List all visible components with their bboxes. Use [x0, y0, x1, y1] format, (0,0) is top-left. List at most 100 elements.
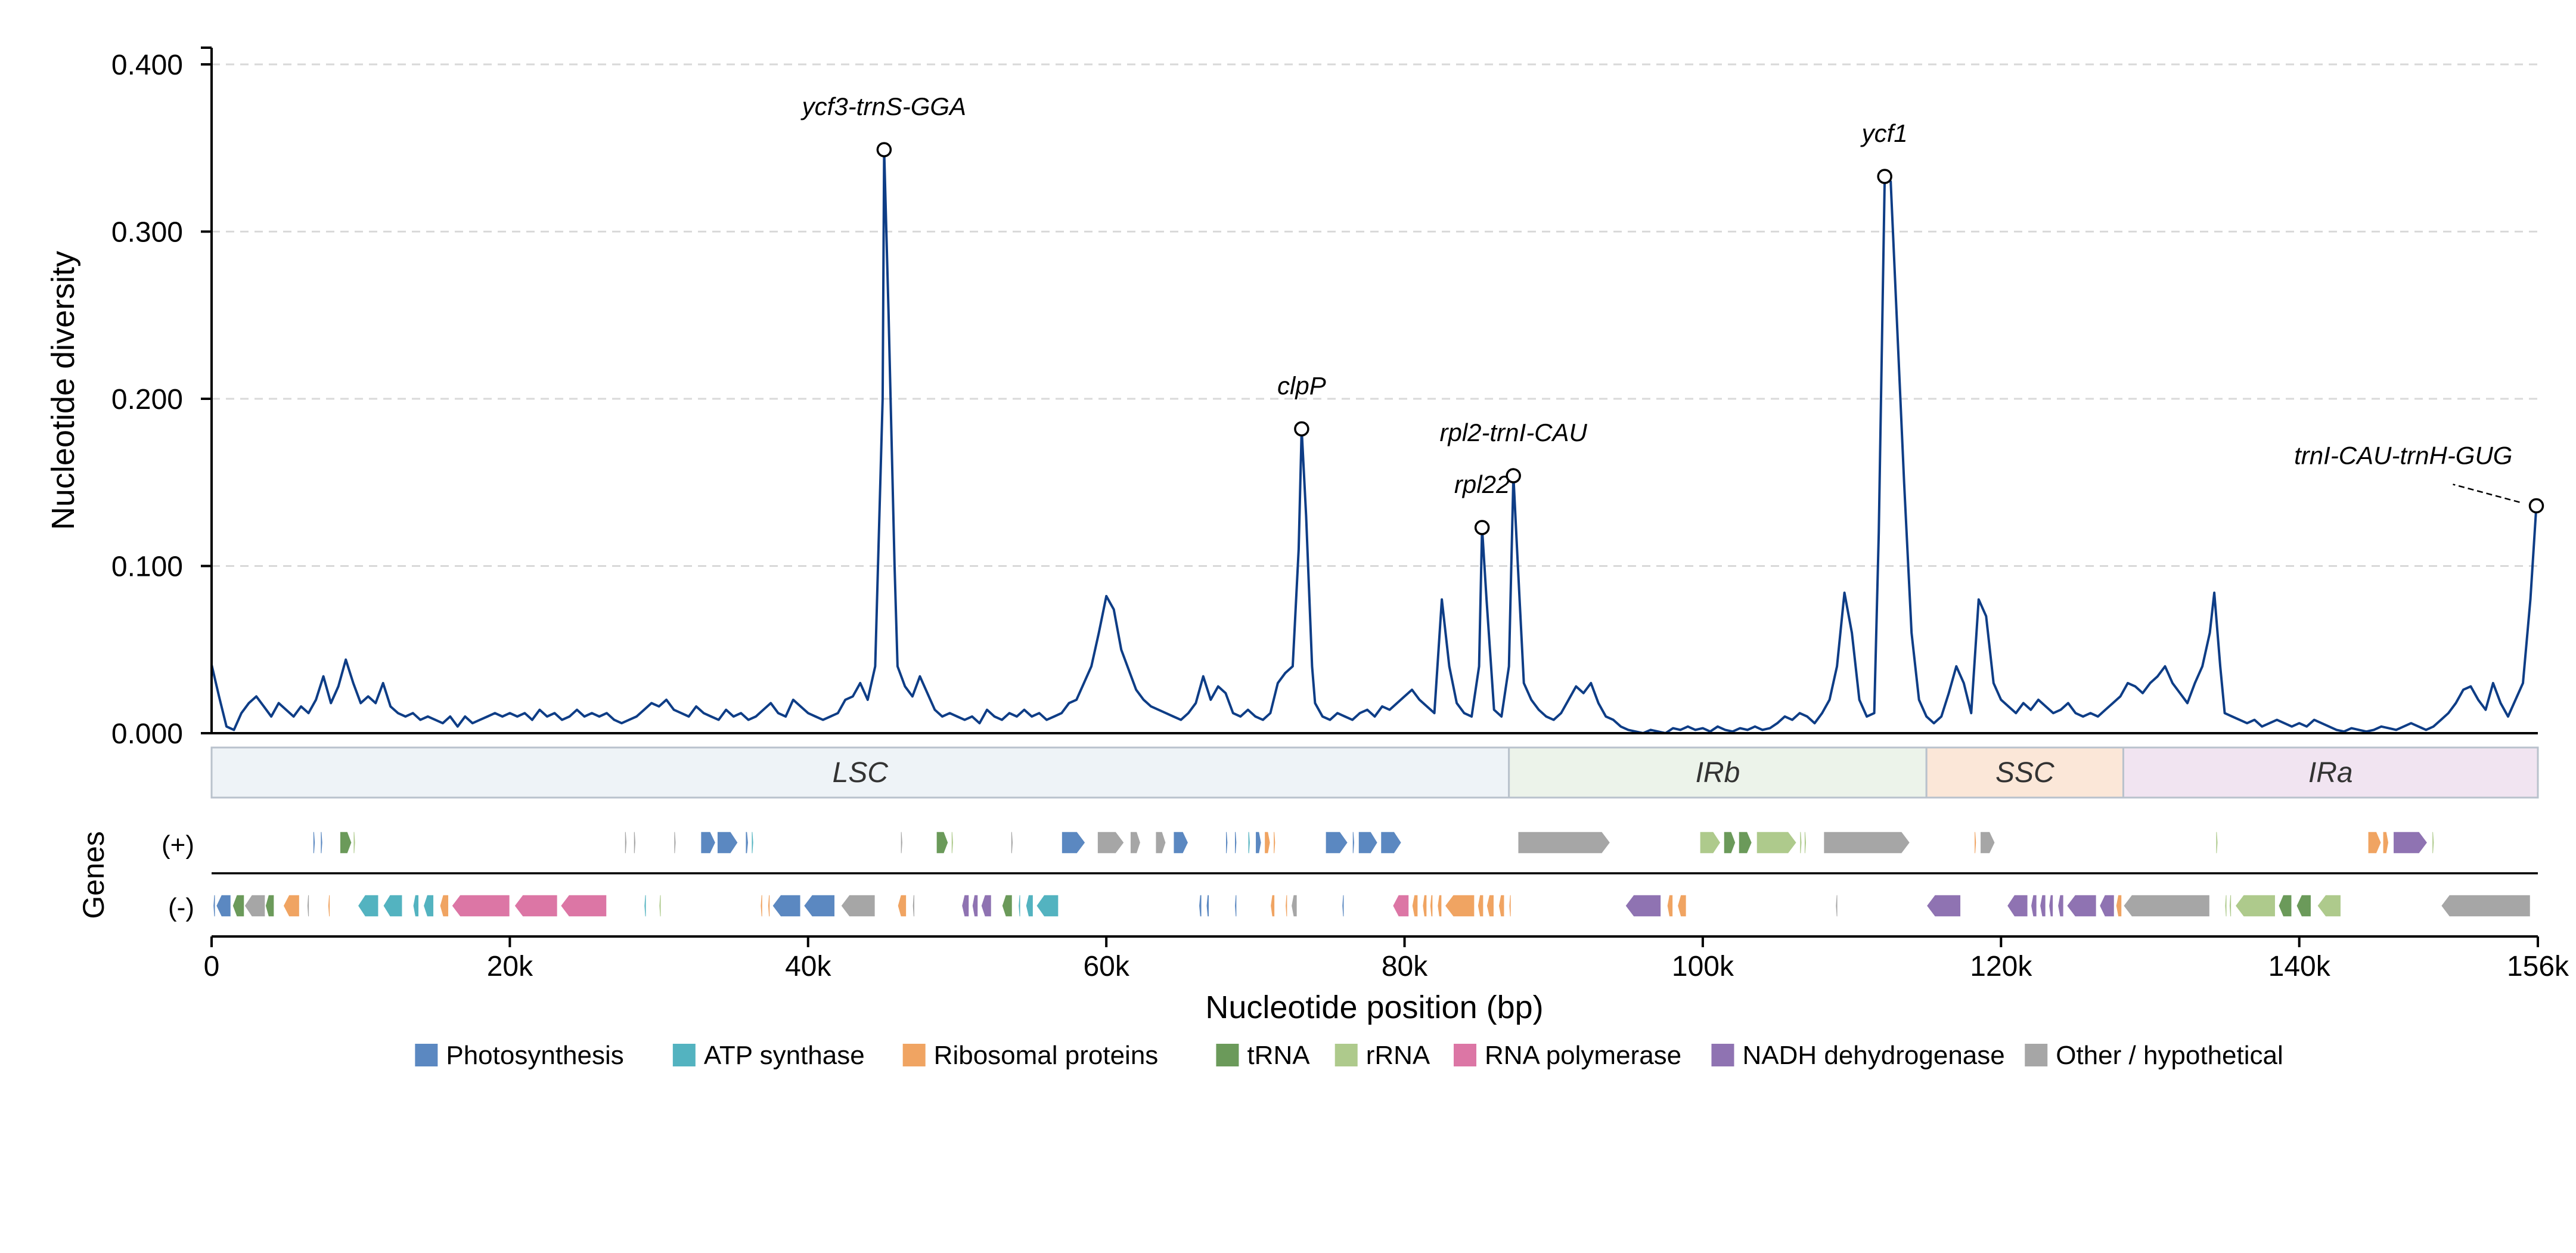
gene-minus-arrow	[1835, 894, 1839, 917]
gene-minus-arrow	[1198, 894, 1203, 917]
gene-minus-arrow	[1666, 894, 1674, 917]
gene-minus-arrow	[1025, 894, 1034, 917]
x-tick-label: 140k	[2268, 951, 2331, 982]
gene-plus-arrow	[624, 831, 628, 854]
gene-plus-arrow	[1804, 831, 1807, 854]
gene-minus-arrow	[327, 894, 331, 917]
grid-lines	[212, 63, 2538, 567]
x-tick-label: 100k	[1672, 951, 1734, 982]
annotation-leader-line	[2453, 483, 2520, 503]
region-label: IRa	[2308, 757, 2353, 789]
peak-marker	[1474, 520, 1490, 535]
gene-plus-arrow	[339, 831, 353, 854]
gene-plus-arrow	[951, 831, 954, 854]
gene-minus-arrow	[912, 894, 915, 917]
gene-plus-arrow	[1154, 831, 1166, 854]
gene-tracks	[212, 831, 2538, 917]
legend: Photosynthesis ATP synthase Ribosomal prot…	[415, 1041, 2283, 1070]
x-tick-label: 156k	[2507, 951, 2569, 982]
gene-minus-arrow	[212, 894, 216, 917]
gene-plus-arrow	[1255, 831, 1262, 854]
gene-minus-arrow	[1290, 894, 1298, 917]
gene-minus-arrow	[2440, 894, 2531, 917]
x-axis-label: Nucleotide position (bp)	[1205, 990, 1543, 1025]
gene-minus-arrow	[1477, 894, 1484, 917]
peak-label: rpl2-trnI-CAU	[1439, 418, 1587, 446]
legend-swatch-nadh	[1711, 1044, 1734, 1066]
legend-label-rnap: RNA polymerase	[1485, 1041, 1681, 1070]
gene-minus-arrow	[961, 894, 970, 917]
gene-plus-arrow	[1979, 831, 1996, 854]
gene-plus-arrow	[2392, 831, 2428, 854]
gene-minus-arrow	[2006, 894, 2029, 917]
legend-label-trna: tRNA	[1247, 1041, 1310, 1070]
x-tick-label: 80k	[1382, 951, 1428, 982]
gene-minus-arrow	[1926, 894, 1962, 917]
peak-label: rpl22	[1454, 470, 1510, 498]
gene-plus-arrow	[1247, 831, 1251, 854]
series-layer	[210, 148, 2538, 734]
gene-plus-arrow	[673, 831, 677, 854]
gene-plus-arrow	[1738, 831, 1753, 854]
gene-minus-arrow	[643, 894, 647, 917]
y-tick-label: 0.000	[111, 718, 183, 750]
diversity-series-line	[210, 148, 2538, 734]
gene-minus-arrow	[759, 894, 764, 917]
gene-minus-arrow	[2030, 894, 2038, 917]
gene-minus-arrow	[1341, 894, 1345, 917]
gene-plus-arrow	[1756, 831, 1798, 854]
gene-plus-arrow	[1380, 831, 1402, 854]
gene-minus-arrow	[244, 894, 266, 917]
gene-plus-arrow	[1010, 831, 1014, 854]
gene-plus-arrow	[1517, 831, 1611, 854]
gene-minus-arrow	[1001, 894, 1013, 917]
legend-label-rrna: rRNA	[1366, 1041, 1430, 1070]
gene-minus-arrow	[1035, 894, 1059, 917]
peak-label: ycf1	[1860, 119, 1908, 147]
peak-label: trnI-CAU-trnH-GUG	[2294, 442, 2512, 470]
y-axis-label: Nucleotide diversity	[45, 251, 81, 530]
gene-plus-arrow	[1061, 831, 1087, 854]
x-tick-label: 40k	[785, 951, 831, 982]
gene-minus-arrow	[2295, 894, 2312, 917]
gene-plus-arrow	[700, 831, 716, 854]
gene-minus-arrow	[2122, 894, 2211, 917]
x-tick-label: 0	[204, 951, 220, 982]
axes: 0.000 0.100 0.200 0.300 0.400 0 20k 40k 60k 80k 10…	[111, 46, 2569, 982]
gene-minus-arrow	[2224, 894, 2228, 917]
plus-strand-label: (+)	[162, 830, 194, 860]
gene-minus-arrow	[767, 894, 771, 917]
gene-plus-arrow	[1799, 831, 1803, 854]
peak-label: ycf3-trnS-GGA	[800, 92, 966, 120]
region-block	[210, 746, 1510, 799]
legend-swatch-photo	[415, 1044, 438, 1066]
gene-minus-arrow	[232, 894, 245, 917]
legend-label-photo: Photosynthesis	[446, 1041, 623, 1070]
gene-track-title: Genes	[77, 831, 110, 919]
gene-minus-arrow	[2277, 894, 2292, 917]
gene-minus-arrow	[2099, 894, 2115, 917]
gene-minus-arrow	[215, 894, 232, 917]
peak-marker	[1506, 468, 1521, 483]
gene-plus-arrow	[1723, 831, 1736, 854]
gene-minus-arrow	[423, 894, 434, 917]
gene-plus-arrow	[936, 831, 949, 854]
gene-minus-arrow	[980, 894, 992, 917]
gene-minus-arrow	[2229, 894, 2232, 917]
region-label: LSC	[833, 757, 889, 789]
gene-plus-arrow	[1234, 831, 1237, 854]
gene-plus-arrow	[312, 831, 316, 854]
gene-minus-arrow	[1486, 894, 1495, 917]
gene-plus-arrow	[1273, 831, 1276, 854]
y-tick-label: 0.400	[111, 49, 183, 81]
legend-label-nadh: NADH dehydrogenase	[1742, 1041, 2004, 1070]
region-block	[1508, 746, 1928, 799]
gene-plus-arrow	[750, 831, 755, 854]
gene-minus-arrow	[897, 894, 907, 917]
y-tick-label: 0.100	[111, 551, 183, 583]
gene-plus-arrow	[2382, 831, 2389, 854]
gene-plus-arrow	[900, 831, 904, 854]
legend-swatch-atp	[672, 1044, 696, 1066]
gene-plus-arrow	[1352, 831, 1355, 854]
